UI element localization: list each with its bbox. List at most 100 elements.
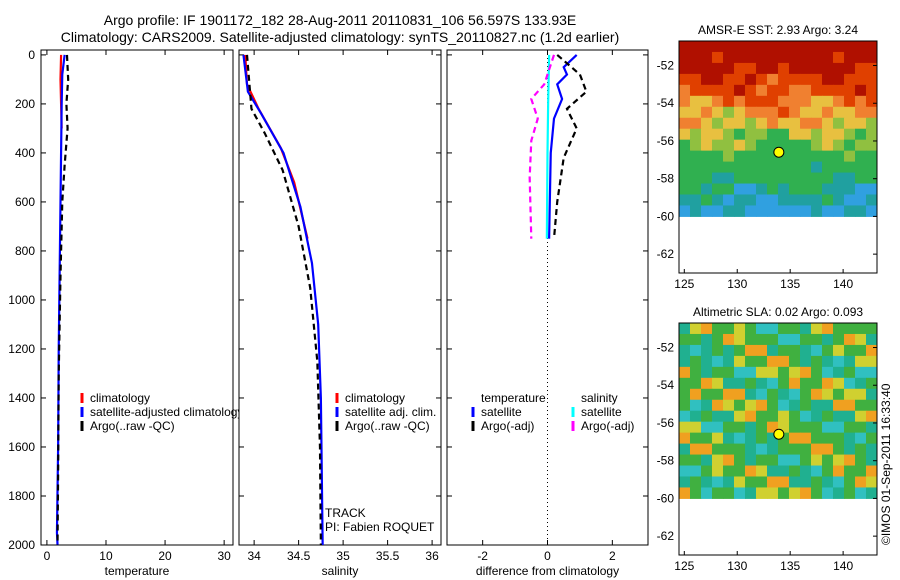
map-cell	[679, 205, 691, 217]
map-cell	[767, 355, 779, 368]
x-tick-label: -2	[477, 549, 488, 563]
map-cell	[723, 432, 735, 445]
map-cell	[756, 421, 768, 434]
map-cell	[690, 399, 702, 412]
map-cell	[811, 355, 823, 368]
map-cell	[833, 454, 845, 467]
map-cell	[789, 388, 801, 401]
map-cell	[800, 194, 812, 206]
map-cell	[833, 161, 845, 174]
map-cell	[756, 454, 768, 467]
map-cell	[789, 476, 801, 488]
legend-label: Argo(-adj)	[581, 419, 634, 433]
map-cell	[811, 95, 823, 108]
map-cell	[767, 51, 779, 64]
map-cell	[679, 476, 691, 488]
series-line-satellite-adjusted-climatology	[55, 54, 66, 546]
map-cell	[855, 454, 867, 467]
annotation-pi: PI: Fabien ROQUET	[325, 520, 435, 534]
map-cell	[734, 117, 746, 130]
map-cell	[690, 487, 702, 499]
map-cell	[734, 139, 746, 152]
map-cell	[712, 432, 724, 445]
map-cell	[745, 388, 757, 401]
argo-location-marker	[773, 428, 785, 440]
map-cell	[866, 443, 878, 456]
legend-label: satellite	[481, 405, 522, 419]
map-cell	[855, 62, 867, 75]
map-cell	[800, 366, 812, 379]
map-cell	[712, 421, 724, 434]
map-cell	[855, 323, 867, 335]
map-cell	[789, 106, 801, 119]
map-cell	[745, 150, 757, 163]
map-cell	[844, 73, 856, 86]
map-cell	[756, 139, 768, 152]
map-cell	[756, 323, 768, 335]
map-cell	[712, 139, 724, 152]
y-tick-label: 1600	[8, 440, 35, 454]
map-cell	[767, 410, 779, 423]
map-cell	[800, 205, 812, 217]
map-cell	[866, 377, 878, 390]
map-cell	[800, 172, 812, 185]
map-cell	[723, 183, 735, 195]
map-cell	[822, 172, 834, 185]
map-cell	[811, 399, 823, 412]
map-cell	[811, 41, 823, 53]
y-tick-label: -62	[657, 529, 675, 543]
map-cell	[745, 344, 757, 357]
map-cell	[866, 333, 878, 346]
map-cell	[811, 183, 823, 195]
map-cell	[767, 183, 779, 195]
map-cell	[855, 73, 867, 86]
map-cell	[767, 73, 779, 86]
y-tick-label: 600	[15, 195, 35, 209]
map-cell	[756, 128, 768, 141]
map-cell	[800, 161, 812, 174]
map-cell	[723, 161, 735, 174]
map-cell	[789, 377, 801, 390]
map-cell	[767, 323, 779, 335]
map-cell	[745, 377, 757, 390]
legend-label: satellite-adjusted climatology	[90, 405, 243, 419]
map-cell	[701, 194, 713, 206]
map-cell	[712, 487, 724, 499]
map-title: AMSR-E SST: 2.93 Argo: 3.24	[698, 23, 858, 37]
map-cell	[701, 73, 713, 86]
map-cell	[767, 454, 779, 467]
map-cell	[756, 183, 768, 195]
map-cell	[734, 51, 746, 64]
map-cell	[866, 150, 878, 163]
map-cell	[679, 333, 691, 346]
map-cell	[811, 172, 823, 185]
map-cell	[767, 421, 779, 434]
map-cell	[778, 454, 790, 467]
map-cell	[712, 410, 724, 423]
map-cell	[690, 117, 702, 130]
map-cell	[723, 139, 735, 152]
map-cell	[866, 432, 878, 445]
map-cell	[701, 410, 713, 423]
map-cell	[767, 333, 779, 346]
map-cell	[789, 205, 801, 217]
map-cell	[690, 344, 702, 357]
map-cell	[701, 443, 713, 456]
y-tick-label: -62	[657, 247, 675, 261]
map-cell	[734, 161, 746, 174]
map-cell	[789, 139, 801, 152]
map-cell	[690, 432, 702, 445]
map-cell	[844, 366, 856, 379]
map-cell	[679, 410, 691, 423]
map-cell	[723, 410, 735, 423]
map-cell	[745, 323, 757, 335]
map-cell	[844, 139, 856, 152]
map-cell	[822, 355, 834, 368]
x-tick-label: 35	[336, 549, 350, 563]
map-cell	[822, 73, 834, 86]
map-cell	[866, 73, 878, 86]
map-cell	[866, 476, 878, 488]
map-cell	[723, 476, 735, 488]
map-cell	[690, 150, 702, 163]
